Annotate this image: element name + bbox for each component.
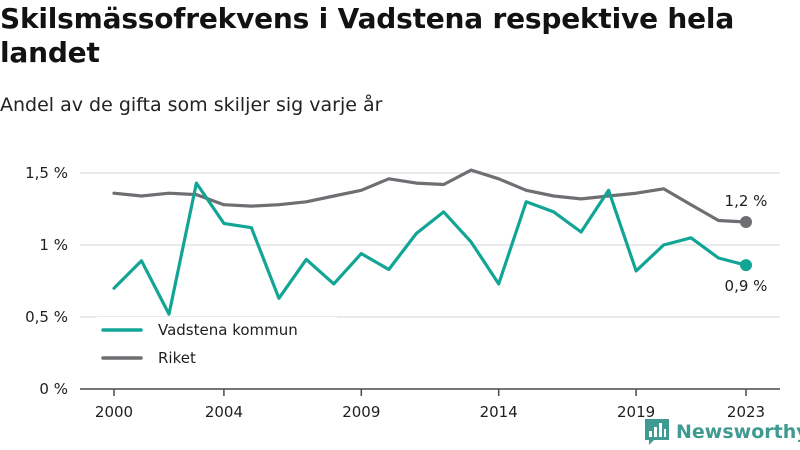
legend-label-riket: Riket — [158, 349, 196, 367]
x-tick-label: 2023 — [727, 403, 765, 421]
end-label-vadstena-kommun: 0,9 % — [725, 277, 768, 295]
x-tick-label: 2014 — [480, 403, 518, 421]
x-tick-label: 2000 — [95, 403, 133, 421]
chart-title: Skilsmässofrekvens i Vadstena respektive… — [0, 2, 735, 69]
y-tick-label: 1 % — [39, 236, 68, 254]
chart-subtitle: Andel av de gifta som skiljer sig varje … — [0, 94, 383, 116]
y-tick-label: 0 % — [39, 380, 68, 398]
series-lines — [112, 168, 752, 316]
end-marker-vadstena-kommun — [740, 259, 752, 272]
x-tick-label: 2009 — [342, 403, 380, 421]
x-axis — [80, 388, 780, 396]
y-tick-label: 0,5 % — [25, 308, 68, 326]
tick-labels: 0 % 0,5 % 1 % 1,5 % 2000 2004 2009 2014 2019 2023… — [25, 164, 767, 421]
legend-label-vadstena-kommun: Vadstena kommun — [158, 321, 298, 339]
newsworthy-brand: Newsworthy — [645, 418, 800, 446]
series-line-riket — [112, 168, 748, 224]
x-tick-label: 2004 — [205, 403, 243, 421]
end-marker-riket — [740, 215, 752, 228]
series-line-vadstena-kommun — [112, 181, 748, 316]
end-label-riket: 1,2 % — [725, 192, 768, 210]
bar-chart-logo-icon — [645, 419, 669, 445]
legend: Vadstena kommun Riket — [97, 317, 337, 371]
brand-name: Newsworthy — [676, 421, 800, 443]
y-tick-label: 1,5 % — [25, 164, 68, 182]
x-tick-label: 2019 — [617, 403, 655, 421]
